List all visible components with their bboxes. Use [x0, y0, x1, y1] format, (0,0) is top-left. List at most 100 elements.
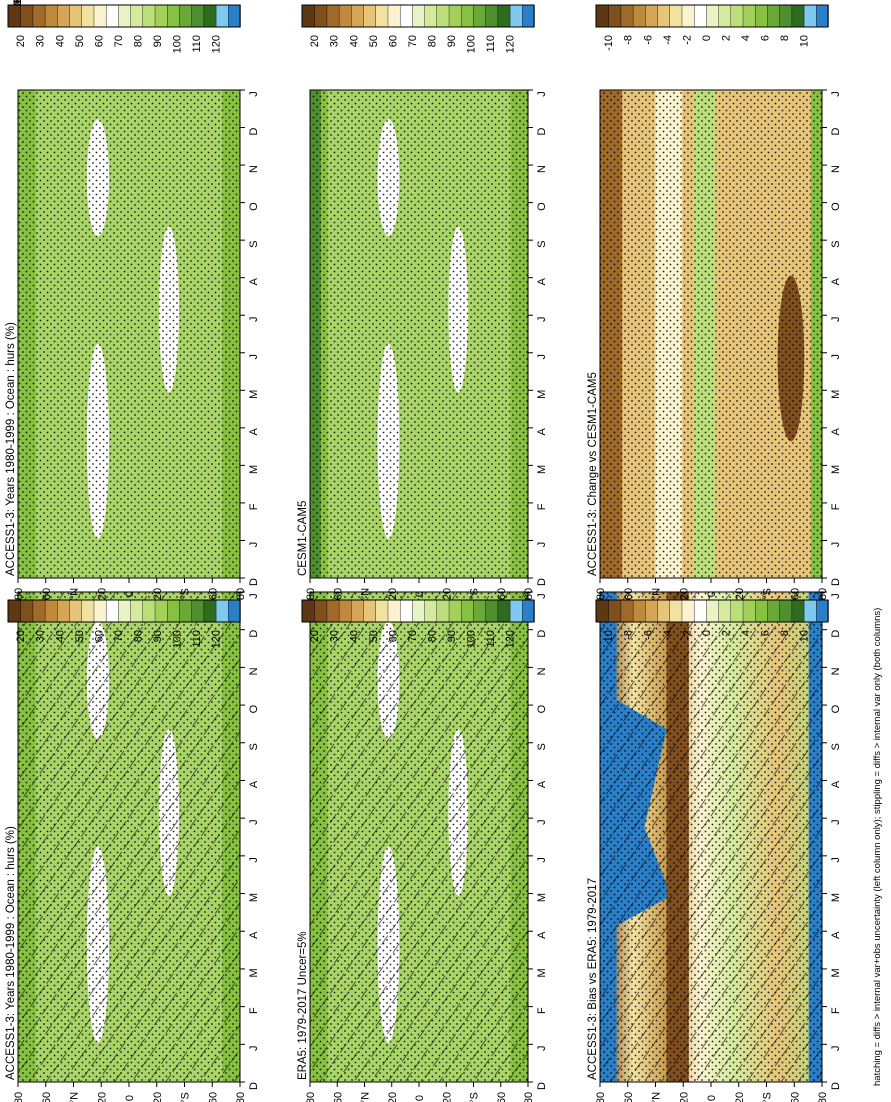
colorbar-swatch [68, 599, 82, 623]
colorbar-label: 90 [446, 35, 458, 47]
colorbar-label: 10 [799, 630, 811, 642]
lat-tick-label: 60 [789, 1092, 801, 1102]
month-tick-label: A [830, 277, 842, 285]
month-tick-label: O [830, 202, 842, 211]
colorbar-label: 110 [191, 630, 203, 648]
month-tick-label: J [830, 819, 842, 825]
colorbar-swatch [81, 599, 95, 623]
colorbar-swatch [399, 4, 413, 28]
month-tick-label: D [830, 630, 842, 638]
colorbar-label: 70 [113, 630, 125, 642]
lat-tick-label: 20 [441, 588, 453, 600]
month-tick-label: S [536, 240, 548, 247]
colorbar-swatch [754, 599, 768, 623]
panel-title: ACCESS1-3: Years 1980-1999 : Ocean : hur… [5, 322, 17, 576]
colorbar-swatch [608, 599, 622, 623]
colorbar-absolute: 120 110 100 90 80 70 60 50 40 30 20 [301, 4, 535, 53]
panel-title: ACCESS1-3: Years 1980-1999 : Ocean : hur… [5, 826, 17, 1080]
colorbar-label: 60 [93, 630, 105, 642]
lat-tick-label: 80 [305, 588, 317, 600]
panel-title: ACCESS1-3: Bias vs ERA5: 1979-2017 [587, 878, 599, 1080]
month-tick-label: N [536, 165, 548, 173]
colorbar-label: 100 [466, 630, 478, 648]
colorbar-label: 50 [74, 35, 86, 47]
colorbar-swatch [656, 4, 670, 28]
colorbar-label: -8 [623, 35, 635, 45]
month-tick-label: A [248, 931, 260, 939]
colorbar-swatch [815, 599, 829, 623]
colorbar-label: -10 [603, 630, 615, 646]
month-tick-label: M [830, 390, 842, 399]
colorbar-swatch [717, 599, 732, 623]
month-tick-label: J [830, 593, 842, 599]
lat-tick-label: °N [651, 1092, 663, 1102]
month-tick-label: D [830, 128, 842, 136]
colorbar-swatch [56, 599, 70, 623]
month-tick-label: D [536, 578, 548, 586]
colorbar-label: 30 [35, 630, 47, 642]
colorbar-swatch [399, 599, 413, 623]
lat-tick-label: 20 [387, 1092, 399, 1102]
colorbar-swatch [472, 599, 486, 623]
colorbar-label: 70 [407, 35, 419, 47]
colorbar-swatch [7, 599, 21, 623]
colorbar-label: -10 [603, 35, 615, 51]
month-tick-label: M [536, 893, 548, 902]
month-tick-label: F [536, 503, 548, 510]
lat-tick-label: 60 [496, 1092, 508, 1102]
colorbar-swatch [484, 599, 499, 623]
lat-tick-label: 60 [789, 588, 801, 600]
month-tick-label: D [830, 578, 842, 586]
colorbar-label: 20 [15, 630, 27, 642]
lat-tick-label: °S [762, 588, 774, 600]
stippling-overlay [310, 90, 528, 578]
colorbar-swatch [117, 599, 131, 623]
month-tick-label: N [248, 165, 260, 173]
month-tick-label: F [830, 1007, 842, 1014]
colorbar-label: 90 [152, 35, 164, 47]
colorbar-label: 2 [720, 630, 732, 636]
lat-tick-label: 80 [13, 588, 25, 600]
lat-tick-label: °S [469, 1092, 481, 1102]
lat-tick-label: 20 [678, 1092, 690, 1102]
month-tick-label: M [248, 893, 260, 902]
month-tick-label: O [248, 202, 260, 211]
lat-tick-label: °S [469, 588, 481, 600]
colorbar-swatch [778, 599, 793, 623]
stippling-overlay [18, 90, 240, 578]
colorbar-label: 70 [407, 630, 419, 642]
colorbar-swatch [326, 4, 340, 28]
colorbar-label: 6 [760, 630, 772, 636]
month-tick-label: A [830, 780, 842, 788]
month-tick-label: J [248, 354, 260, 360]
colorbar-swatch [7, 4, 21, 28]
colorbar-label: 0 [701, 630, 713, 636]
month-tick-label: N [536, 667, 548, 675]
colorbar-label: 80 [132, 630, 144, 642]
colorbar-label: 60 [93, 35, 105, 47]
colorbar-swatch [632, 599, 646, 623]
month-tick-label: J [248, 1046, 260, 1052]
colorbar-swatch [178, 599, 192, 623]
colorbar-label: 20 [309, 630, 321, 642]
panel-title: ERA5: 1979-2017 Uncer=5% [297, 931, 309, 1080]
colorbar-swatch [644, 4, 658, 28]
colorbar-swatch [778, 4, 793, 28]
colorbar-swatch [681, 4, 695, 28]
colorbar-label: 40 [54, 630, 66, 642]
month-tick-label: D [248, 1082, 260, 1090]
hatching-overlay [600, 592, 822, 1082]
colorbar-swatch [766, 599, 780, 623]
month-tick-label: O [830, 704, 842, 713]
lat-tick-label: 60 [623, 588, 635, 600]
lat-tick-label: 80 [13, 1092, 25, 1102]
month-tick-label: J [830, 857, 842, 863]
colorbar-swatch [411, 599, 425, 623]
colorbar-label: 8 [779, 35, 791, 41]
colorbar-label: 90 [152, 630, 164, 642]
month-tick-label: M [248, 968, 260, 977]
